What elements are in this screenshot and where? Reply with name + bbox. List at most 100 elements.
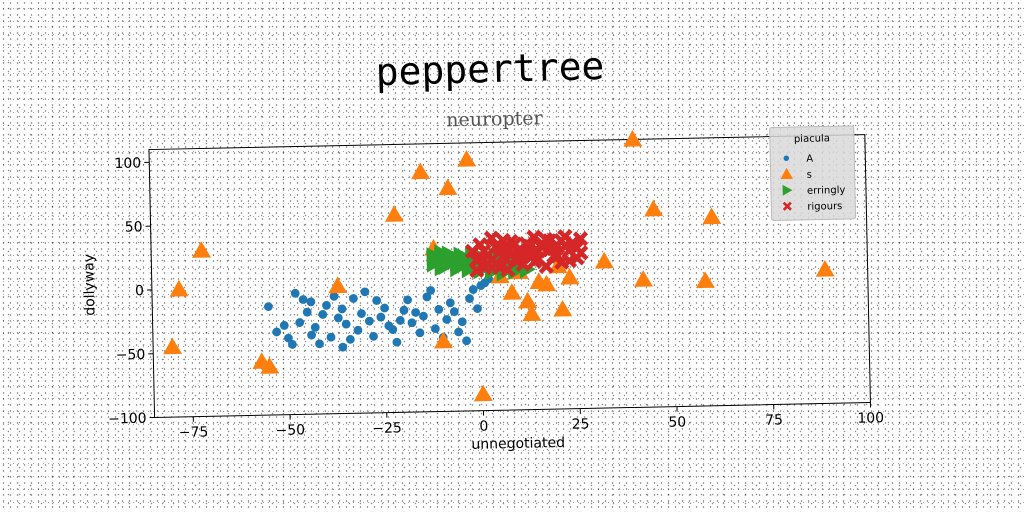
data-point-circle <box>407 318 417 328</box>
legend: piacula As erringly rigours <box>769 125 857 222</box>
chart-title: peppertree <box>375 44 605 94</box>
data-point-circle <box>357 309 366 319</box>
data-point-circle <box>326 332 336 342</box>
data-point-x <box>507 236 523 252</box>
data-point-circle <box>403 295 413 305</box>
data-point-circle <box>445 298 455 308</box>
legend-marker-triangle <box>780 167 794 180</box>
x-tick-label: 0 <box>479 419 488 435</box>
data-point-circle <box>310 322 320 332</box>
legend-item: erringly <box>782 184 846 197</box>
data-point-triangle <box>502 283 522 300</box>
data-point-circle <box>318 310 328 319</box>
data-point-circle <box>399 305 409 315</box>
data-point-triangle <box>260 357 280 374</box>
legend-item: rigours <box>782 201 842 213</box>
y-axis-label: dollyway <box>81 254 98 316</box>
data-point-circle <box>298 295 308 304</box>
chart-subtitle: neuropter <box>446 107 544 131</box>
data-point-circle <box>364 316 374 326</box>
data-point-circle <box>422 292 432 302</box>
data-point-circle <box>322 301 331 310</box>
x-tick-label: −75 <box>179 424 209 441</box>
data-point-x <box>492 259 508 275</box>
y-tick-label: −100 <box>108 411 147 428</box>
data-point-triangle <box>457 150 477 167</box>
data-point-triangle <box>522 304 542 322</box>
x-tick-label: 25 <box>571 416 589 432</box>
data-point-triangle <box>411 162 431 180</box>
data-point-circle <box>329 291 339 301</box>
data-point-triangle <box>384 205 404 222</box>
data-point-x <box>469 262 485 279</box>
plot-group: neuropter −75 −50 −25 0 25 50 75 100 −100 −50 0 50 1… <box>81 107 884 453</box>
legend-item: s <box>780 167 812 181</box>
data-point-circle <box>468 285 478 294</box>
legend-box <box>769 125 857 222</box>
data-point-triangle <box>537 274 557 292</box>
plot-frame <box>148 134 871 419</box>
x-tick-label: 100 <box>857 410 884 427</box>
data-point-circle <box>411 308 421 317</box>
y-tick-label: 100 <box>114 155 141 172</box>
legend-item: A <box>783 154 813 165</box>
data-point-triangle <box>328 276 348 294</box>
data-point-x <box>495 232 511 249</box>
x-tick-label: −25 <box>372 420 402 437</box>
data-point-circle <box>419 311 428 321</box>
data-point-circle <box>337 304 347 314</box>
legend-items: As erringly rigours <box>780 154 846 213</box>
data-point-circle <box>306 297 316 307</box>
data-point-triangle <box>163 337 183 355</box>
x-axis-label: unnegotiated <box>471 435 565 453</box>
data-point-circle <box>457 317 467 327</box>
legend-marker-triangle-right <box>782 184 793 196</box>
data-point-triangle <box>634 270 653 287</box>
data-point-circle <box>395 316 405 325</box>
data-point-triangle <box>594 251 614 269</box>
data-point-circle <box>345 334 355 344</box>
data-point-circle <box>264 302 273 312</box>
data-point-triangle <box>644 199 664 217</box>
data-point-circle <box>348 294 358 303</box>
data-point-circle <box>449 307 459 317</box>
data-point-circle <box>307 330 316 340</box>
data-point-circle <box>288 340 297 349</box>
y-tick-label: 0 <box>135 283 144 299</box>
data-point-circle <box>279 321 289 330</box>
data-point-x <box>573 245 589 261</box>
data-point-circle <box>415 328 425 338</box>
data-point-triangle <box>623 129 643 147</box>
data-point-triangle <box>192 241 212 258</box>
data-point-x <box>553 232 569 249</box>
data-point-circle <box>426 286 436 295</box>
data-point-x <box>561 253 578 269</box>
data-point-circle <box>284 333 293 343</box>
data-point-triangle <box>169 279 189 297</box>
data-point-triangle <box>553 299 573 317</box>
y-tick-label: −50 <box>116 347 146 364</box>
legend-label: A <box>806 154 813 165</box>
data-point-circle <box>454 327 464 337</box>
data-point-x <box>572 231 589 247</box>
legend-marker-circle <box>783 155 790 161</box>
data-point-x <box>530 243 546 259</box>
data-point-triangle-right <box>449 259 467 278</box>
data-point-circle <box>272 327 282 337</box>
data-point-triangle <box>518 291 538 309</box>
data-point-circle <box>434 305 444 314</box>
data-marks <box>163 129 835 402</box>
data-point-circle <box>462 336 471 346</box>
data-point-circle <box>360 287 370 297</box>
legend-label: rigours <box>807 201 842 213</box>
data-point-triangle <box>815 259 835 277</box>
data-point-triangle <box>438 178 458 196</box>
data-point-circle <box>465 294 474 303</box>
x-tick-label: −50 <box>275 422 305 439</box>
axis-ticks: −75 −50 −25 0 25 50 75 100 −100 −50 0 50 100 <box>108 155 884 441</box>
data-point-triangle <box>434 331 453 349</box>
data-point-circle <box>315 339 324 349</box>
data-point-triangle-right <box>461 260 478 279</box>
legend-marker-x <box>782 201 792 211</box>
